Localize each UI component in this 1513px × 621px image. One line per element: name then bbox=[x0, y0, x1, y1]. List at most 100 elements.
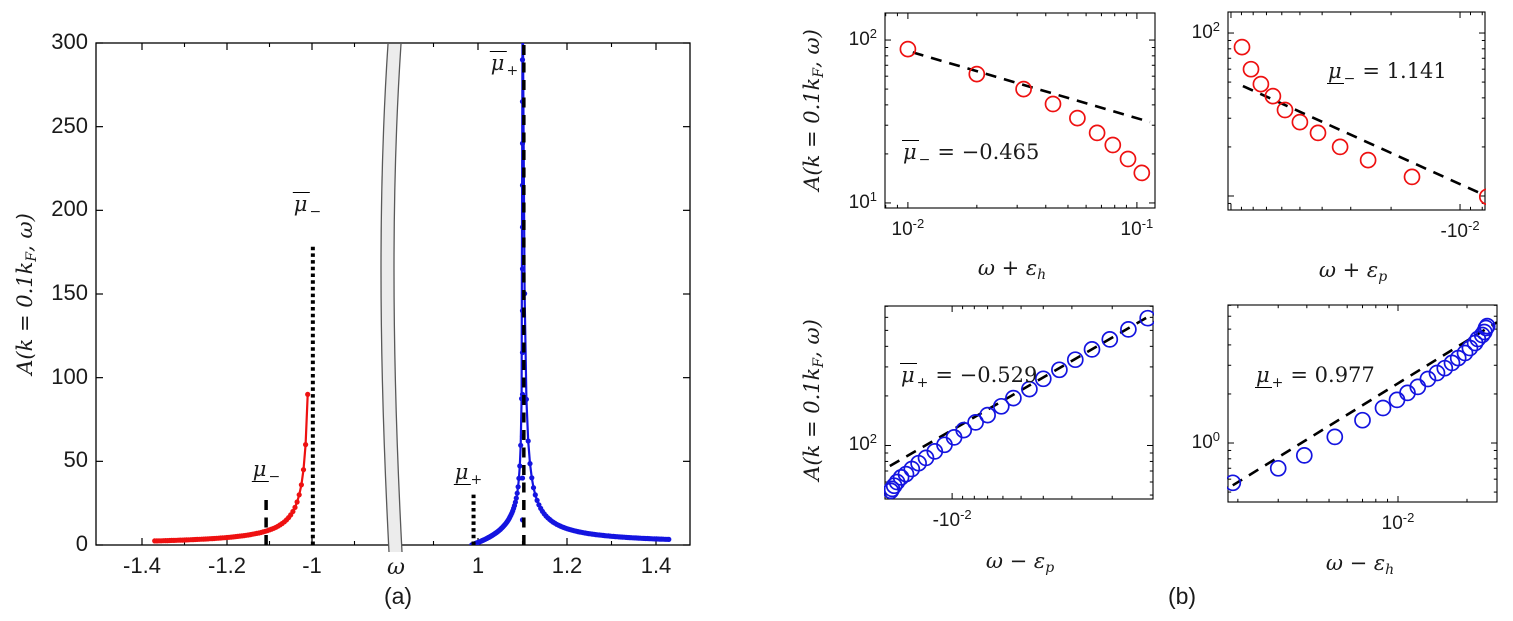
subplot-b_top_left bbox=[884, 12, 1156, 209]
curve-particle-branch-right bbox=[521, 43, 669, 541]
data-point bbox=[1374, 399, 1392, 417]
panel-b-label: (b) bbox=[1167, 583, 1197, 609]
data-point bbox=[1264, 87, 1282, 105]
subplot-frame bbox=[884, 12, 1156, 209]
data-point bbox=[1021, 380, 1038, 398]
data-point bbox=[945, 429, 963, 446]
data-point bbox=[1309, 124, 1327, 142]
data-point bbox=[1276, 101, 1294, 119]
data-points bbox=[1233, 38, 1486, 205]
data-point bbox=[1399, 384, 1416, 402]
data-point bbox=[979, 406, 996, 424]
vline-label-mu-underline-plus: μ + bbox=[453, 460, 483, 488]
subplot-x-tick-label: 10-2 bbox=[891, 216, 925, 240]
panel-a bbox=[95, 24, 691, 546]
data-point bbox=[897, 465, 915, 483]
data-points bbox=[1227, 317, 1496, 492]
subplot-x-tick-label: -10-2 bbox=[1440, 218, 1480, 242]
data-point bbox=[1326, 428, 1344, 446]
spike-marker bbox=[519, 57, 526, 63]
curve-marker bbox=[298, 482, 304, 488]
data-point bbox=[1034, 370, 1052, 388]
vline-label-mu-bar-minus: μ − bbox=[292, 192, 322, 220]
axis-break-edge bbox=[393, 43, 403, 553]
subplot-x-tick-label: -10-2 bbox=[932, 507, 972, 531]
data-point bbox=[899, 40, 917, 58]
data-point bbox=[892, 469, 910, 486]
data-point bbox=[1044, 95, 1062, 113]
panel-a-y-tick-label: 100 bbox=[51, 363, 88, 389]
curve-marker bbox=[666, 536, 672, 543]
curve-marker bbox=[513, 495, 519, 501]
subplot-b_bottom_left bbox=[884, 305, 1154, 500]
subplot-b_bottom_right bbox=[1227, 304, 1498, 503]
panel-a-x-tick-label: -1.2 bbox=[208, 553, 246, 578]
subplot-frame bbox=[1227, 304, 1498, 503]
vline-label-mu-bar-plus: μ + bbox=[489, 51, 519, 79]
data-point bbox=[1354, 411, 1371, 429]
subplot-x-axis-label: ω − εh bbox=[1325, 551, 1395, 578]
data-point bbox=[1477, 319, 1495, 337]
curve-marker bbox=[518, 442, 524, 448]
fit-line bbox=[1232, 321, 1498, 487]
data-point bbox=[1419, 370, 1437, 388]
panel-a-y-tick-label: 50 bbox=[63, 447, 88, 473]
data-point bbox=[1133, 164, 1151, 182]
data-point bbox=[1269, 459, 1287, 477]
curve-marker bbox=[515, 484, 521, 490]
data-point bbox=[1104, 136, 1122, 154]
panel-a-x-tick-label: -1.4 bbox=[123, 553, 161, 578]
subplot-x-axis-label: ω + εp bbox=[1318, 258, 1388, 285]
curve-marker bbox=[534, 497, 540, 503]
subplot-y-tick-label: 102 bbox=[848, 431, 877, 456]
data-point bbox=[1388, 391, 1406, 409]
data-point bbox=[1088, 124, 1106, 142]
subplot-x-tick-label: 10-1 bbox=[1120, 216, 1154, 240]
data-point bbox=[1291, 113, 1309, 131]
curve-marker bbox=[296, 492, 302, 498]
panel-a-y-tick-label: 200 bbox=[51, 196, 88, 222]
curve-marker bbox=[517, 463, 523, 469]
curve-marker bbox=[527, 461, 533, 467]
panel-a-label: (a) bbox=[383, 583, 413, 609]
data-point bbox=[1233, 38, 1251, 56]
subplot-y-tick-label: 102 bbox=[1191, 19, 1220, 44]
panel-a-y-tick-label: 250 bbox=[51, 112, 88, 138]
curve-marker bbox=[520, 24, 525, 29]
data-point bbox=[1051, 361, 1068, 379]
curve-marker bbox=[290, 508, 296, 515]
panel-a-x-tick-label: 1 bbox=[471, 553, 485, 578]
subplot-y-tick-label: 101 bbox=[848, 188, 877, 213]
subplot-frame bbox=[1227, 11, 1486, 211]
data-points bbox=[899, 40, 1151, 182]
data-point bbox=[1295, 447, 1313, 464]
panel-a-y-tick-label: 0 bbox=[75, 531, 88, 556]
curve-marker bbox=[529, 475, 535, 481]
data-point bbox=[992, 397, 1010, 415]
data-point bbox=[967, 414, 984, 431]
subplot-annotation: μ − = −0.465 bbox=[902, 140, 1040, 168]
subplot-annotation: μ + = −0.529 bbox=[900, 363, 1038, 391]
data-point bbox=[1005, 389, 1022, 407]
subplot-y-tick-label: 100 bbox=[1191, 429, 1220, 453]
panel-a-x-tick-label: 1.4 bbox=[640, 553, 672, 578]
data-point bbox=[1331, 138, 1349, 156]
axis-break-band bbox=[381, 44, 402, 552]
data-point bbox=[917, 449, 935, 467]
data-point bbox=[1227, 474, 1242, 492]
data-point bbox=[1119, 150, 1137, 168]
panel-a-y-tick-label: 300 bbox=[51, 29, 88, 54]
axis-break-edge bbox=[380, 43, 390, 553]
subplot-frame bbox=[884, 305, 1154, 500]
data-point bbox=[1456, 344, 1474, 362]
data-point bbox=[1015, 80, 1032, 98]
subplot-b_top_right bbox=[1227, 11, 1486, 211]
curve-marker bbox=[294, 499, 300, 505]
curve-marker bbox=[520, 24, 525, 29]
subplot-y-axis-label: A(k = 0.1kF, ω) bbox=[800, 319, 827, 481]
subplot-x-axis-label: ω + εh bbox=[977, 256, 1047, 283]
data-points bbox=[884, 309, 1154, 500]
vline-label-mu-underline-minus: μ − bbox=[251, 457, 281, 485]
